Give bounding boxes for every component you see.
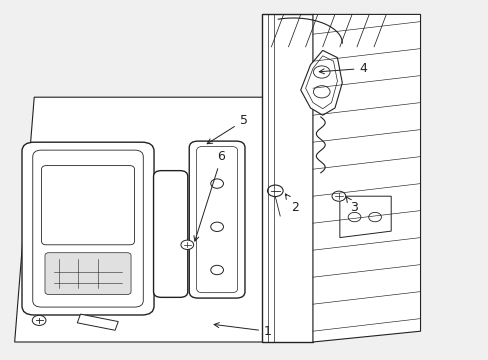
Text: 4: 4 — [319, 62, 366, 75]
Circle shape — [210, 265, 223, 275]
Polygon shape — [261, 14, 312, 342]
Circle shape — [210, 179, 223, 188]
Text: 2: 2 — [285, 194, 298, 213]
Circle shape — [210, 222, 223, 231]
Circle shape — [267, 185, 283, 197]
Polygon shape — [77, 314, 118, 330]
FancyBboxPatch shape — [33, 150, 143, 307]
Polygon shape — [312, 14, 420, 342]
Text: 3: 3 — [346, 197, 357, 213]
FancyBboxPatch shape — [189, 141, 244, 298]
FancyBboxPatch shape — [196, 147, 237, 293]
Polygon shape — [15, 97, 293, 342]
Circle shape — [368, 212, 381, 222]
FancyBboxPatch shape — [41, 166, 134, 245]
Circle shape — [313, 66, 329, 78]
FancyBboxPatch shape — [45, 253, 131, 294]
FancyBboxPatch shape — [22, 142, 154, 315]
Circle shape — [181, 240, 193, 249]
Text: 1: 1 — [214, 323, 271, 338]
Text: 6: 6 — [194, 150, 225, 241]
Polygon shape — [300, 50, 342, 115]
Circle shape — [313, 86, 329, 98]
Circle shape — [331, 191, 345, 201]
Circle shape — [32, 315, 46, 325]
FancyBboxPatch shape — [153, 171, 187, 297]
Polygon shape — [339, 196, 390, 238]
Text: 5: 5 — [207, 114, 247, 144]
Circle shape — [347, 212, 360, 222]
